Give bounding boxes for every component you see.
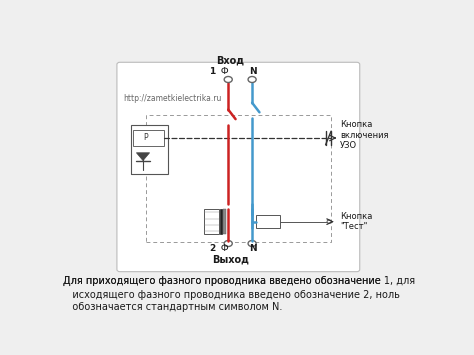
Text: N: N (249, 67, 257, 76)
Text: Вход: Вход (216, 55, 244, 65)
Text: Для приходящего фазного проводника введено обозначение: Для приходящего фазного проводника введе… (63, 276, 384, 286)
Circle shape (248, 76, 256, 82)
Text: Ф: Ф (218, 245, 228, 253)
Text: Кнопка
"Тест": Кнопка "Тест" (340, 212, 373, 231)
Circle shape (224, 240, 232, 246)
Circle shape (327, 220, 331, 223)
Text: Для приходящего фазного проводника введено обозначение 1, для: Для приходящего фазного проводника введе… (63, 276, 415, 286)
Text: Выход: Выход (211, 255, 248, 265)
Bar (204, 209, 219, 234)
Text: http://zametkielectrika.ru: http://zametkielectrika.ru (124, 94, 222, 103)
Circle shape (224, 76, 232, 82)
FancyBboxPatch shape (117, 62, 360, 272)
Text: 2: 2 (209, 245, 215, 253)
Text: обозначается стандартным символом N.: обозначается стандартным символом N. (63, 302, 283, 312)
Bar (223, 209, 226, 234)
Text: N: N (249, 245, 257, 253)
Bar (256, 215, 280, 228)
Bar (133, 130, 164, 147)
Polygon shape (137, 153, 150, 160)
Circle shape (248, 240, 256, 246)
Text: Кнопка
включения
УЗО: Кнопка включения УЗО (340, 120, 389, 150)
Bar (220, 209, 222, 234)
Bar (146, 115, 331, 242)
Text: исходящего фазного проводника введено обозначение 2, ноль: исходящего фазного проводника введено об… (63, 290, 400, 300)
Text: P: P (143, 133, 147, 142)
Bar (131, 125, 168, 174)
Text: Ф: Ф (218, 67, 228, 76)
Text: 1: 1 (209, 67, 215, 76)
